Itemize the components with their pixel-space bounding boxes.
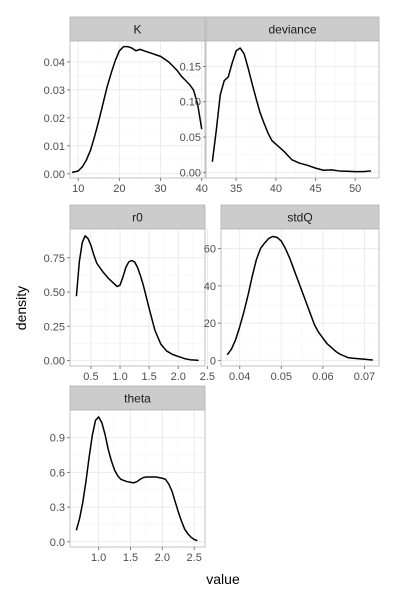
y-tick-label: 20 bbox=[204, 318, 216, 330]
x-tick-label: 0.06 bbox=[312, 371, 333, 383]
y-tick-label: 0.00 bbox=[44, 356, 65, 368]
y-tick-label: 0.25 bbox=[44, 321, 65, 333]
x-tick-label: 20 bbox=[113, 183, 125, 195]
y-tick-label: 0.02 bbox=[44, 113, 65, 125]
y-axis-title: density bbox=[13, 286, 29, 330]
y-tick-label: 0.6 bbox=[50, 467, 65, 479]
x-tick-label: 10 bbox=[72, 183, 84, 195]
panel-stdq: stdQ 0.04 0.05 0.06 0.07 0 20 40 60 bbox=[204, 204, 380, 383]
panel-background bbox=[70, 229, 205, 366]
x-tick-label: 2.5 bbox=[187, 552, 202, 564]
x-tick-label: 1.0 bbox=[112, 371, 127, 383]
x-tick-label: 30 bbox=[154, 183, 166, 195]
facet-strip-label: stdQ bbox=[287, 211, 312, 225]
y-tick-label: 0.0 bbox=[50, 537, 65, 549]
facet-strip-label: deviance bbox=[268, 23, 316, 37]
panel-theta: theta 1.0 1.5 2.0 2.5 0.0 0.3 0.6 0.9 bbox=[50, 385, 206, 564]
x-tick-label: 0.5 bbox=[83, 371, 98, 383]
x-tick-label: 1.5 bbox=[123, 552, 138, 564]
density-line bbox=[211, 47, 372, 173]
y-tick-label: 0.15 bbox=[180, 61, 201, 73]
x-tick-label: 2.0 bbox=[155, 552, 170, 564]
facet-strip bbox=[205, 16, 380, 42]
x-axis-title: value bbox=[206, 571, 240, 587]
x-tick-label: 45 bbox=[309, 183, 321, 195]
x-tick-label: 0.05 bbox=[271, 371, 292, 383]
density-line bbox=[75, 235, 199, 362]
facet-strip-label: r0 bbox=[132, 211, 143, 225]
y-tick-label: 0.3 bbox=[50, 502, 65, 514]
density-line bbox=[71, 45, 203, 174]
facet-strip bbox=[220, 204, 380, 230]
x-tick-label: 0.04 bbox=[229, 371, 250, 383]
panel-border bbox=[220, 228, 380, 367]
y-tick-label: 0 bbox=[210, 355, 216, 367]
x-tick-label: 1.5 bbox=[141, 371, 156, 383]
panel-border bbox=[205, 40, 380, 179]
x-tick-label: 35 bbox=[230, 183, 242, 195]
x-tick-label: 2.5 bbox=[200, 371, 215, 383]
panel-border bbox=[69, 228, 206, 367]
y-tick-label: 0.05 bbox=[180, 132, 201, 144]
y-tick-label: 0.04 bbox=[44, 57, 65, 69]
x-tick-label: 2.0 bbox=[171, 371, 186, 383]
facet-strip bbox=[69, 204, 206, 230]
y-tick-label: 0.01 bbox=[44, 141, 65, 153]
y-tick-label: 0.9 bbox=[50, 433, 65, 445]
facet-strip-label: theta bbox=[124, 392, 151, 406]
panel-border bbox=[69, 40, 206, 179]
panel-deviance: deviance 35 40 45 50 0.00 0.05 0.10 0.15 bbox=[180, 16, 380, 195]
y-tick-label: 0.00 bbox=[180, 167, 201, 179]
panel-background bbox=[70, 41, 205, 178]
x-tick-label: 40 bbox=[270, 183, 282, 195]
x-tick-label: 50 bbox=[349, 183, 361, 195]
panel-k: K 10 20 30 40 0.00 0.01 0.02 0.03 0.04 bbox=[44, 16, 208, 195]
x-tick-label: 1.0 bbox=[91, 552, 106, 564]
y-tick-label: 0.50 bbox=[44, 287, 65, 299]
x-tick-label: 0.07 bbox=[354, 371, 375, 383]
panel-r0: r0 0.5 1.0 1.5 2.0 2.5 0.00 0.25 0.50 0.75 bbox=[44, 204, 215, 383]
y-tick-label: 0.10 bbox=[180, 97, 201, 109]
density-line bbox=[226, 235, 373, 361]
panel-background bbox=[221, 229, 379, 366]
panel-background bbox=[70, 410, 205, 547]
facet-strip bbox=[69, 16, 206, 42]
y-tick-label: 0.75 bbox=[44, 253, 65, 265]
y-tick-label: 0.03 bbox=[44, 85, 65, 97]
y-tick-label: 0.00 bbox=[44, 169, 65, 181]
y-tick-label: 40 bbox=[204, 281, 216, 293]
x-tick-label: 40 bbox=[196, 183, 208, 195]
panel-background bbox=[206, 41, 379, 178]
density-line bbox=[75, 416, 198, 542]
y-tick-label: 60 bbox=[204, 244, 216, 256]
facet-strip-label: K bbox=[133, 23, 141, 37]
panel-border bbox=[69, 409, 206, 548]
